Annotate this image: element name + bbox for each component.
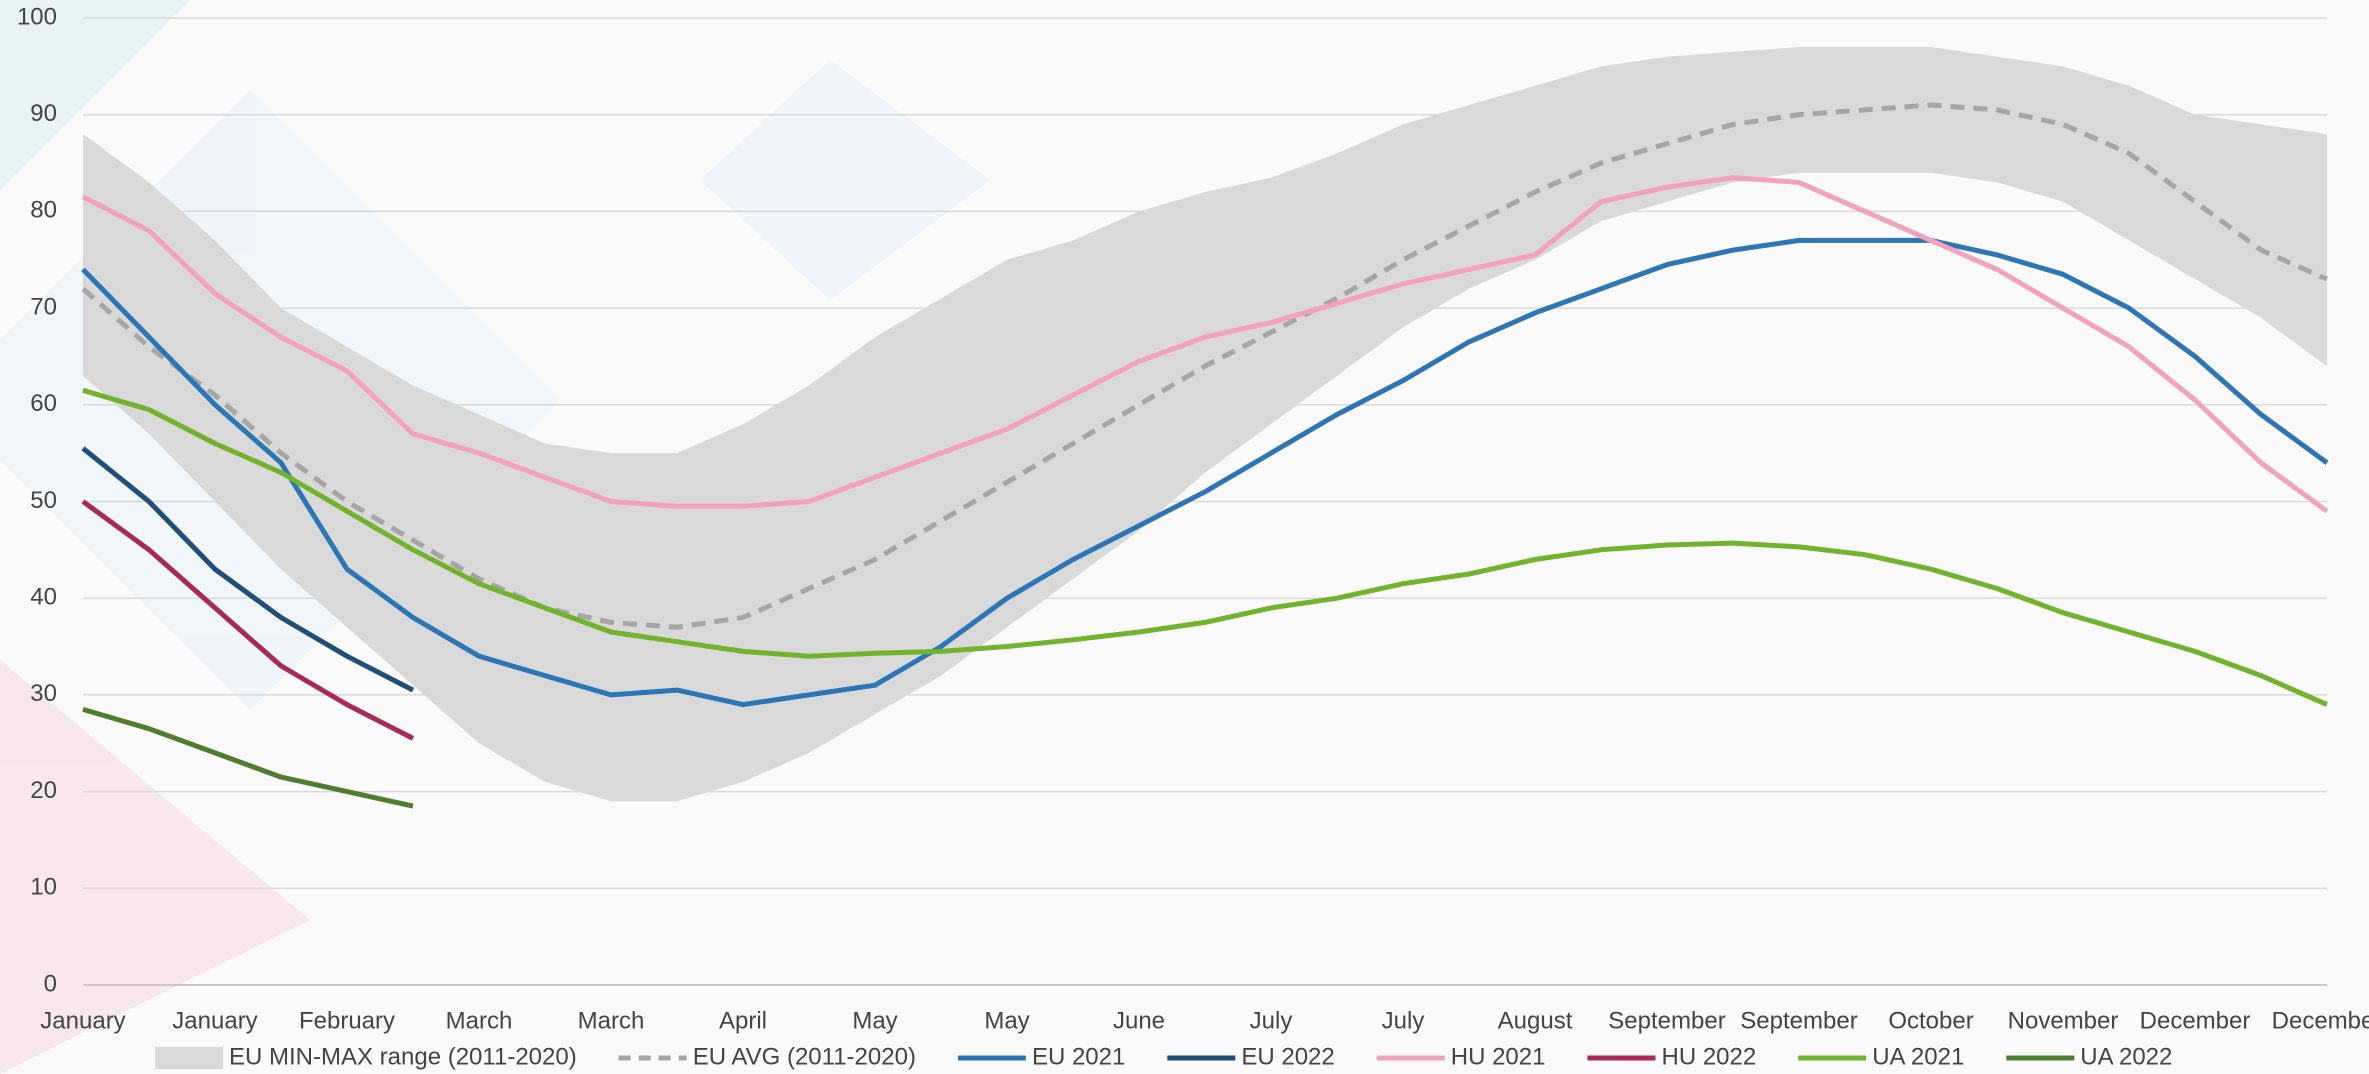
legend-item: EU AVG (2011-2020) xyxy=(619,1043,916,1070)
x-tick-label: January xyxy=(40,1007,125,1034)
legend-label: UA 2022 xyxy=(2080,1043,2172,1070)
legend-item: HU 2021 xyxy=(1377,1043,1546,1070)
y-tick-label: 80 xyxy=(30,197,57,224)
legend-item: EU 2021 xyxy=(958,1043,1125,1070)
legend-item: EU MIN-MAX range (2011-2020) xyxy=(155,1043,577,1070)
legend-label: UA 2021 xyxy=(1872,1043,1964,1070)
x-tick-label: September xyxy=(1608,1007,1725,1034)
y-tick-label: 40 xyxy=(30,584,57,611)
y-tick-label: 20 xyxy=(30,777,57,804)
x-tick-label: May xyxy=(852,1007,897,1034)
y-tick-label: 0 xyxy=(44,970,57,997)
legend-item: UA 2022 xyxy=(2006,1043,2172,1070)
legend-item: EU 2022 xyxy=(1167,1043,1334,1070)
legend-item: UA 2021 xyxy=(1798,1043,1964,1070)
legend-label: HU 2021 xyxy=(1451,1043,1546,1070)
x-tick-label: January xyxy=(172,1007,257,1034)
x-tick-label: May xyxy=(984,1007,1029,1034)
legend-label: EU 2021 xyxy=(1032,1043,1125,1070)
x-tick-label: June xyxy=(1113,1007,1165,1034)
y-tick-label: 90 xyxy=(30,100,57,127)
legend-label: EU AVG (2011-2020) xyxy=(693,1043,916,1070)
y-tick-label: 70 xyxy=(30,293,57,320)
x-tick-label: October xyxy=(1888,1007,1973,1034)
y-tick-label: 30 xyxy=(30,680,57,707)
x-tick-label: December xyxy=(2272,1007,2369,1034)
x-tick-label: November xyxy=(2008,1007,2119,1034)
legend-label: HU 2022 xyxy=(1661,1043,1756,1070)
y-tick-label: 50 xyxy=(30,487,57,514)
x-tick-label: September xyxy=(1740,1007,1857,1034)
x-tick-label: February xyxy=(299,1007,395,1034)
y-tick-label: 100 xyxy=(17,3,57,30)
x-tick-label: April xyxy=(719,1007,767,1034)
x-tick-label: August xyxy=(1498,1007,1573,1034)
x-tick-label: July xyxy=(1382,1007,1425,1034)
legend-item: HU 2022 xyxy=(1587,1043,1756,1070)
legend-label: EU 2022 xyxy=(1241,1043,1334,1070)
legend-label: EU MIN-MAX range (2011-2020) xyxy=(229,1043,577,1070)
x-tick-label: July xyxy=(1250,1007,1293,1034)
range-band xyxy=(83,47,2327,801)
x-tick-label: December xyxy=(2140,1007,2251,1034)
x-tick-label: March xyxy=(578,1007,645,1034)
y-tick-label: 60 xyxy=(30,390,57,417)
chart: 0 10 20 30 40 50 60 70 80 90 100 January January Febr… xyxy=(0,0,2369,1074)
y-tick-label: 10 xyxy=(30,874,57,901)
legend-swatch xyxy=(155,1047,223,1069)
page: 0 10 20 30 40 50 60 70 80 90 100 January January Febr… xyxy=(0,0,2369,1074)
x-tick-label: March xyxy=(446,1007,513,1034)
